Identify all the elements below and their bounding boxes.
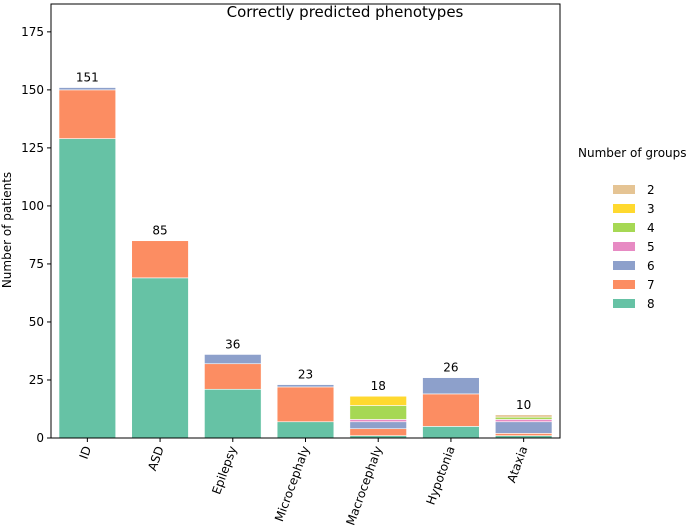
legend-entry-label: 8 bbox=[647, 297, 655, 311]
bar-segment-hypotonia-groups-8 bbox=[422, 426, 480, 439]
legend-entry-label: 7 bbox=[647, 278, 655, 292]
bar-segment-ataxia-groups-5 bbox=[494, 419, 553, 423]
x-tick-label: ID bbox=[77, 444, 95, 461]
x-tick-label: ASD bbox=[145, 444, 167, 472]
total-label: 85 bbox=[152, 224, 167, 238]
legend-swatch-8 bbox=[613, 299, 635, 308]
bar-segment-id-groups-6 bbox=[58, 87, 117, 91]
legend-entry-label: 4 bbox=[647, 221, 655, 235]
plot-frame bbox=[50, 3, 561, 439]
bar-segment-asd-groups-8 bbox=[131, 277, 189, 439]
bar-segment-macrocephaly-groups-5 bbox=[349, 419, 407, 423]
y-tick-label: 100 bbox=[21, 199, 44, 213]
y-axis-label: Number of patients bbox=[0, 172, 14, 288]
x-tick-label: Ataxia bbox=[504, 444, 530, 484]
bar-segment-asd-groups-7 bbox=[131, 240, 189, 279]
bar-segment-microcephaly-groups-7 bbox=[276, 386, 335, 423]
x-tick-label: Epilepsy bbox=[209, 444, 239, 496]
bar-segment-id-groups-8 bbox=[58, 138, 117, 439]
x-tick-label: Macrocephaly bbox=[343, 444, 385, 527]
legend-entry-label: 3 bbox=[647, 202, 655, 216]
bar-segment-ataxia-groups-7 bbox=[494, 433, 553, 436]
y-tick-label: 125 bbox=[21, 141, 44, 155]
bar-segment-ataxia-groups-4 bbox=[494, 416, 553, 420]
legend-swatch-2 bbox=[613, 185, 635, 194]
y-tick-label: 75 bbox=[29, 257, 44, 271]
x-axis: ID ASD Epilepsy Microcephaly Macrocephaly Hyp… bbox=[77, 438, 530, 527]
legend-title: Number of groups bbox=[578, 146, 687, 160]
total-label: 26 bbox=[443, 361, 458, 375]
legend-entry-label: 6 bbox=[647, 259, 655, 273]
bar-segment-epilepsy-groups-8 bbox=[204, 388, 262, 439]
bar-segment-id-groups-7 bbox=[58, 89, 117, 139]
y-axis: 0 25 50 75 100 125 150 175 bbox=[21, 25, 51, 445]
total-label: 151 bbox=[76, 71, 99, 85]
legend: Number of groups 2 3 4 5 6 7 8 bbox=[578, 146, 687, 311]
bar-segment-macrocephaly-groups-7 bbox=[349, 428, 407, 436]
legend-swatch-5 bbox=[613, 242, 635, 251]
total-label: 36 bbox=[225, 337, 240, 351]
bar-segment-epilepsy-groups-7 bbox=[204, 363, 262, 390]
bar-segment-ataxia-groups-6 bbox=[494, 421, 553, 434]
bars bbox=[58, 87, 553, 439]
bar-segment-microcephaly-groups-8 bbox=[276, 421, 335, 439]
y-tick-label: 25 bbox=[29, 373, 44, 387]
bar-segment-microcephaly-groups-6 bbox=[276, 384, 335, 388]
total-labels: 151 85 36 23 18 26 10 bbox=[76, 71, 531, 412]
x-tick-label: Hypotonia bbox=[424, 444, 458, 507]
bar-segment-ataxia-groups-2 bbox=[494, 414, 553, 418]
total-label: 23 bbox=[298, 368, 313, 382]
legend-swatch-4 bbox=[613, 223, 635, 232]
chart-title: Correctly predicted phenotypes bbox=[227, 3, 464, 21]
bar-segment-macrocephaly-groups-3 bbox=[349, 395, 407, 406]
total-label: 18 bbox=[371, 379, 386, 393]
bar-segment-epilepsy-groups-6 bbox=[204, 354, 262, 365]
bar-segment-macrocephaly-groups-6 bbox=[349, 421, 407, 430]
bar-segment-hypotonia-groups-6 bbox=[422, 377, 480, 395]
legend-swatch-7 bbox=[613, 280, 635, 289]
legend-swatch-6 bbox=[613, 261, 635, 270]
legend-entry-label: 2 bbox=[647, 183, 655, 197]
y-tick-label: 175 bbox=[21, 25, 44, 39]
bar-segment-hypotonia-groups-7 bbox=[422, 393, 480, 427]
x-tick-label: Microcephaly bbox=[272, 444, 312, 523]
legend-entry-label: 5 bbox=[647, 240, 655, 254]
total-label: 10 bbox=[516, 398, 531, 412]
bar-segment-macrocephaly-groups-4 bbox=[349, 405, 407, 420]
legend-swatch-3 bbox=[613, 204, 635, 213]
y-tick-label: 0 bbox=[36, 431, 44, 445]
y-tick-label: 50 bbox=[29, 315, 44, 329]
y-tick-label: 150 bbox=[21, 83, 44, 97]
